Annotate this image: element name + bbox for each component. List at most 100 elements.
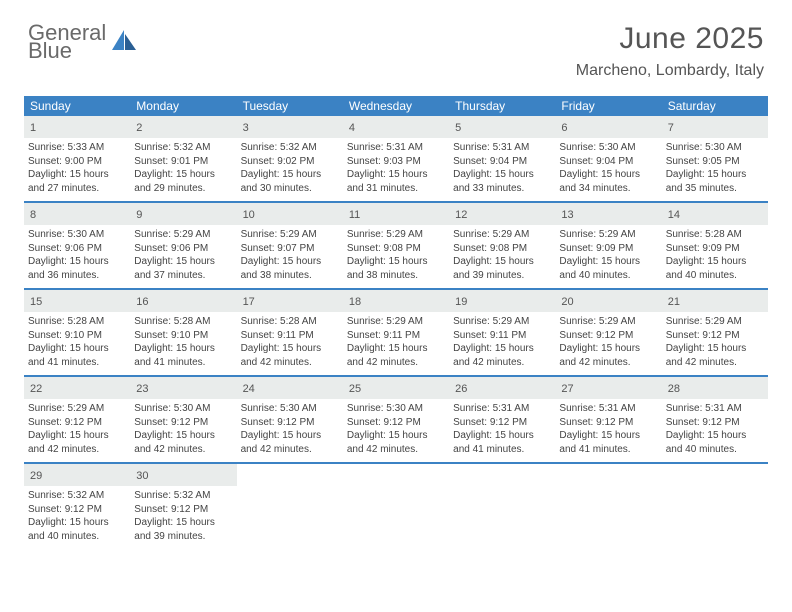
daynum-bar: 30 [130, 464, 236, 486]
daylight-line: Daylight: 15 hours and 40 minutes. [559, 255, 657, 282]
calendar-cell-empty [555, 464, 661, 549]
calendar-week: 29Sunrise: 5:32 AMSunset: 9:12 PMDayligh… [24, 464, 768, 549]
calendar-cell: 4Sunrise: 5:31 AMSunset: 9:03 PMDaylight… [343, 116, 449, 201]
daynum-bar: 20 [555, 290, 661, 312]
sunrise-line: Sunrise: 5:32 AM [134, 489, 232, 503]
sunset-line: Sunset: 9:12 PM [559, 329, 657, 343]
calendar-cell: 1Sunrise: 5:33 AMSunset: 9:00 PMDaylight… [24, 116, 130, 201]
calendar-cell: 29Sunrise: 5:32 AMSunset: 9:12 PMDayligh… [24, 464, 130, 549]
page-header: General Blue June 2025 Marcheno, Lombard… [0, 0, 792, 86]
sunset-line: Sunset: 9:08 PM [453, 242, 551, 256]
sunrise-line: Sunrise: 5:30 AM [241, 402, 339, 416]
daynum-bar: 1 [24, 116, 130, 138]
sunrise-line: Sunrise: 5:30 AM [559, 141, 657, 155]
dayname-header: Monday [130, 96, 236, 116]
title-block: June 2025 Marcheno, Lombardy, Italy [576, 22, 764, 80]
sunset-line: Sunset: 9:12 PM [666, 416, 764, 430]
sunset-line: Sunset: 9:04 PM [453, 155, 551, 169]
day-number: 26 [455, 383, 467, 395]
day-number: 1 [30, 122, 36, 134]
daylight-line: Daylight: 15 hours and 27 minutes. [28, 168, 126, 195]
daynum-bar: 3 [237, 116, 343, 138]
sunrise-line: Sunrise: 5:31 AM [453, 402, 551, 416]
daylight-line: Daylight: 15 hours and 30 minutes. [241, 168, 339, 195]
daylight-line: Daylight: 15 hours and 42 minutes. [453, 342, 551, 369]
calendar-cell: 28Sunrise: 5:31 AMSunset: 9:12 PMDayligh… [662, 377, 768, 462]
calendar-cell: 25Sunrise: 5:30 AMSunset: 9:12 PMDayligh… [343, 377, 449, 462]
sunset-line: Sunset: 9:11 PM [241, 329, 339, 343]
daylight-line: Daylight: 15 hours and 42 minutes. [347, 342, 445, 369]
calendar-cell: 10Sunrise: 5:29 AMSunset: 9:07 PMDayligh… [237, 203, 343, 288]
daylight-line: Daylight: 15 hours and 42 minutes. [347, 429, 445, 456]
daylight-line: Daylight: 15 hours and 34 minutes. [559, 168, 657, 195]
day-number: 7 [668, 122, 674, 134]
daylight-line: Daylight: 15 hours and 41 minutes. [28, 342, 126, 369]
sunrise-line: Sunrise: 5:28 AM [134, 315, 232, 329]
sunset-line: Sunset: 9:05 PM [666, 155, 764, 169]
daylight-line: Daylight: 15 hours and 42 minutes. [28, 429, 126, 456]
sunset-line: Sunset: 9:02 PM [241, 155, 339, 169]
daylight-line: Daylight: 15 hours and 40 minutes. [666, 429, 764, 456]
day-number: 25 [349, 383, 361, 395]
dayname-header: Friday [555, 96, 661, 116]
sunset-line: Sunset: 9:12 PM [241, 416, 339, 430]
day-number: 19 [455, 296, 467, 308]
sunset-line: Sunset: 9:11 PM [453, 329, 551, 343]
calendar-cell: 16 Sunrise: 5:28 AMSunset: 9:10 PMDayligh… [130, 290, 236, 375]
sunrise-line: Sunrise: 5:31 AM [666, 402, 764, 416]
calendar-cell: 22Sunrise: 5:29 AMSunset: 9:12 PMDayligh… [24, 377, 130, 462]
daynum-bar: 16 [130, 290, 236, 312]
calendar-cell: 20 Sunrise: 5:29 AMSunset: 9:12 PMDayligh… [555, 290, 661, 375]
calendar-cell: 11Sunrise: 5:29 AMSunset: 9:08 PMDayligh… [343, 203, 449, 288]
daynum-bar: 29 [24, 464, 130, 486]
daynum-bar: 2 [130, 116, 236, 138]
daynum-bar: 9 [130, 203, 236, 225]
sunrise-line: Sunrise: 5:32 AM [241, 141, 339, 155]
sunrise-line: Sunrise: 5:29 AM [453, 315, 551, 329]
sunset-line: Sunset: 9:12 PM [134, 503, 232, 517]
calendar-cell: 3 Sunrise: 5:32 AMSunset: 9:02 PMDaylight… [237, 116, 343, 201]
day-number: 30 [136, 470, 148, 482]
daylight-line: Daylight: 15 hours and 41 minutes. [134, 342, 232, 369]
daynum-bar: 21 [662, 290, 768, 312]
sunrise-line: Sunrise: 5:31 AM [453, 141, 551, 155]
calendar-cell: 17Sunrise: 5:28 AMSunset: 9:11 PMDayligh… [237, 290, 343, 375]
sunrise-line: Sunrise: 5:28 AM [28, 315, 126, 329]
calendar-cell: 8Sunrise: 5:30 AMSunset: 9:06 PMDaylight… [24, 203, 130, 288]
daynum-bar: 13 [555, 203, 661, 225]
logo-text-wrap: General Blue [28, 22, 106, 62]
daylight-line: Daylight: 15 hours and 38 minutes. [347, 255, 445, 282]
sunrise-line: Sunrise: 5:30 AM [134, 402, 232, 416]
daylight-line: Daylight: 15 hours and 40 minutes. [28, 516, 126, 543]
calendar-cell: 23Sunrise: 5:30 AMSunset: 9:12 PMDayligh… [130, 377, 236, 462]
sunset-line: Sunset: 9:10 PM [134, 329, 232, 343]
sunset-line: Sunset: 9:12 PM [453, 416, 551, 430]
calendar-cell: 30Sunrise: 5:32 AMSunset: 9:12 PMDayligh… [130, 464, 236, 549]
day-number: 23 [136, 383, 148, 395]
day-number: 27 [561, 383, 573, 395]
sunset-line: Sunset: 9:00 PM [28, 155, 126, 169]
daylight-line: Daylight: 15 hours and 42 minutes. [559, 342, 657, 369]
daynum-bar: 4 [343, 116, 449, 138]
logo-sail-icon [110, 28, 138, 56]
sunset-line: Sunset: 9:12 PM [666, 329, 764, 343]
daylight-line: Daylight: 15 hours and 38 minutes. [241, 255, 339, 282]
sunset-line: Sunset: 9:06 PM [28, 242, 126, 256]
calendar: SundayMondayTuesdayWednesdayThursdayFrid… [24, 96, 768, 549]
day-number: 6 [561, 122, 567, 134]
calendar-week: 8Sunrise: 5:30 AMSunset: 9:06 PMDaylight… [24, 203, 768, 290]
daynum-bar: 22 [24, 377, 130, 399]
sunrise-line: Sunrise: 5:29 AM [347, 228, 445, 242]
sunset-line: Sunset: 9:12 PM [28, 503, 126, 517]
sunrise-line: Sunrise: 5:29 AM [559, 315, 657, 329]
calendar-cell-empty [237, 464, 343, 549]
daylight-line: Daylight: 15 hours and 29 minutes. [134, 168, 232, 195]
daylight-line: Daylight: 15 hours and 42 minutes. [241, 429, 339, 456]
daynum-bar: 10 [237, 203, 343, 225]
day-number: 17 [243, 296, 255, 308]
sunrise-line: Sunrise: 5:28 AM [241, 315, 339, 329]
calendar-week: 22Sunrise: 5:29 AMSunset: 9:12 PMDayligh… [24, 377, 768, 464]
dayname-header: Tuesday [237, 96, 343, 116]
sunset-line: Sunset: 9:09 PM [666, 242, 764, 256]
sunrise-line: Sunrise: 5:29 AM [453, 228, 551, 242]
